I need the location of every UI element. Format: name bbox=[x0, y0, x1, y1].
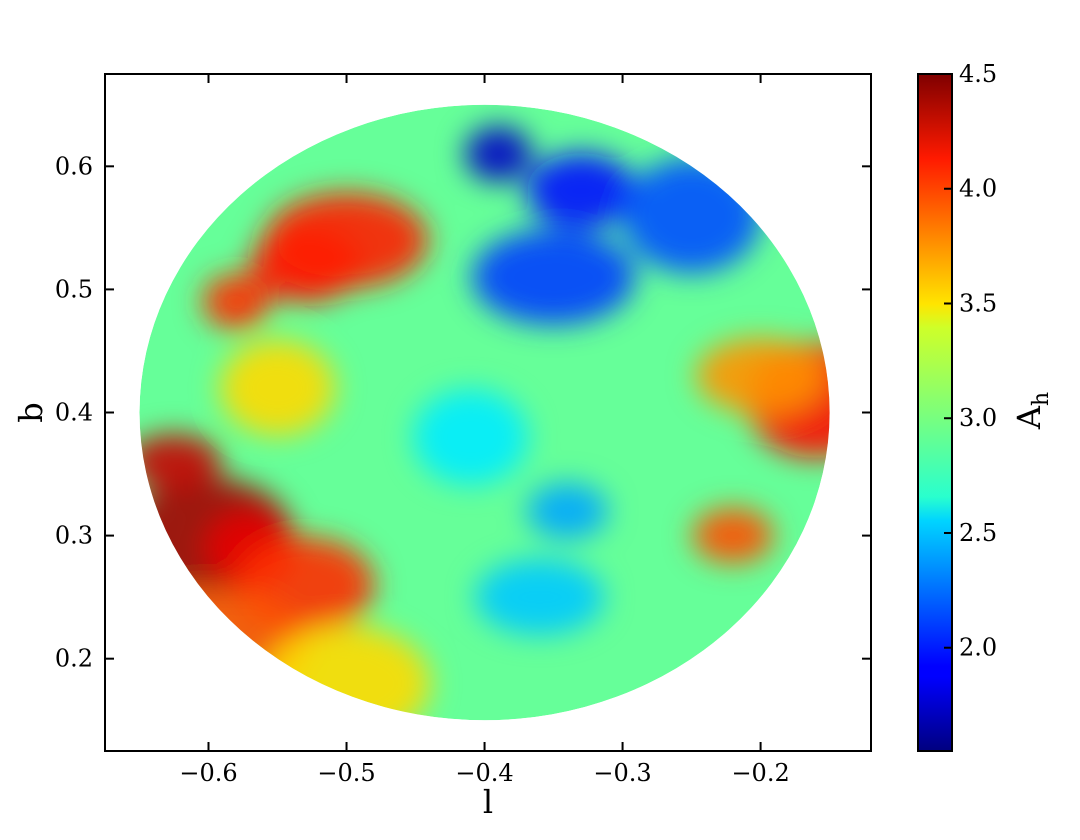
map-region bbox=[139, 104, 830, 721]
colorbar-label-sub: h bbox=[1029, 392, 1054, 406]
map-feature bbox=[471, 229, 636, 326]
map-feature bbox=[219, 339, 336, 436]
x-tick-label: −0.4 bbox=[455, 759, 513, 787]
y-axis-label: b bbox=[12, 402, 50, 422]
colorbar-tick-label: 2.0 bbox=[959, 634, 997, 662]
colorbar-label-main: A bbox=[1010, 405, 1048, 430]
colorbar-tick-label: 4.0 bbox=[959, 175, 997, 203]
map-feature bbox=[695, 337, 826, 414]
colorbar-tick-label: 3.5 bbox=[959, 289, 997, 317]
colorbar-gradient bbox=[918, 74, 952, 751]
map-features bbox=[139, 126, 830, 721]
colorbar-tick-label: 2.5 bbox=[959, 519, 997, 547]
x-tick-label: −0.6 bbox=[179, 759, 237, 787]
y-tick-label: 0.4 bbox=[55, 399, 93, 427]
map-feature bbox=[413, 389, 529, 486]
x-tick-label: −0.5 bbox=[317, 759, 375, 787]
map-feature bbox=[202, 273, 270, 330]
colorbar-label: Ah bbox=[1010, 392, 1054, 430]
x-tick-label: −0.3 bbox=[593, 759, 651, 787]
map-feature bbox=[526, 152, 637, 229]
map-texture bbox=[140, 105, 830, 720]
map-feature bbox=[526, 482, 608, 539]
map-feature bbox=[264, 192, 429, 289]
x-tick-label: −0.2 bbox=[731, 759, 789, 787]
extinction-map bbox=[139, 104, 830, 721]
x-axis-label: l bbox=[483, 783, 493, 821]
y-tick-label: 0.3 bbox=[55, 522, 93, 550]
plot-axes: −0.6 −0.5 −0.4 −0.3 −0.2 0.2 0.3 0.4 0.5 0.6 l b bbox=[12, 73, 872, 821]
map-feature bbox=[692, 507, 774, 564]
y-tick-label: 0.6 bbox=[55, 152, 93, 180]
map-feature bbox=[139, 433, 222, 490]
colorbar-frame bbox=[917, 73, 953, 752]
colorbar-tick-label: 4.5 bbox=[959, 60, 997, 88]
colorbar-tick-label: 3.0 bbox=[959, 404, 997, 432]
map-feature bbox=[475, 559, 605, 636]
map-feature bbox=[464, 126, 532, 183]
colorbar: 2.0 2.5 3.0 3.5 4.0 4.5 Ah bbox=[917, 60, 1054, 752]
y-tick-label: 0.5 bbox=[55, 275, 93, 303]
y-tick-label: 0.2 bbox=[55, 645, 93, 673]
